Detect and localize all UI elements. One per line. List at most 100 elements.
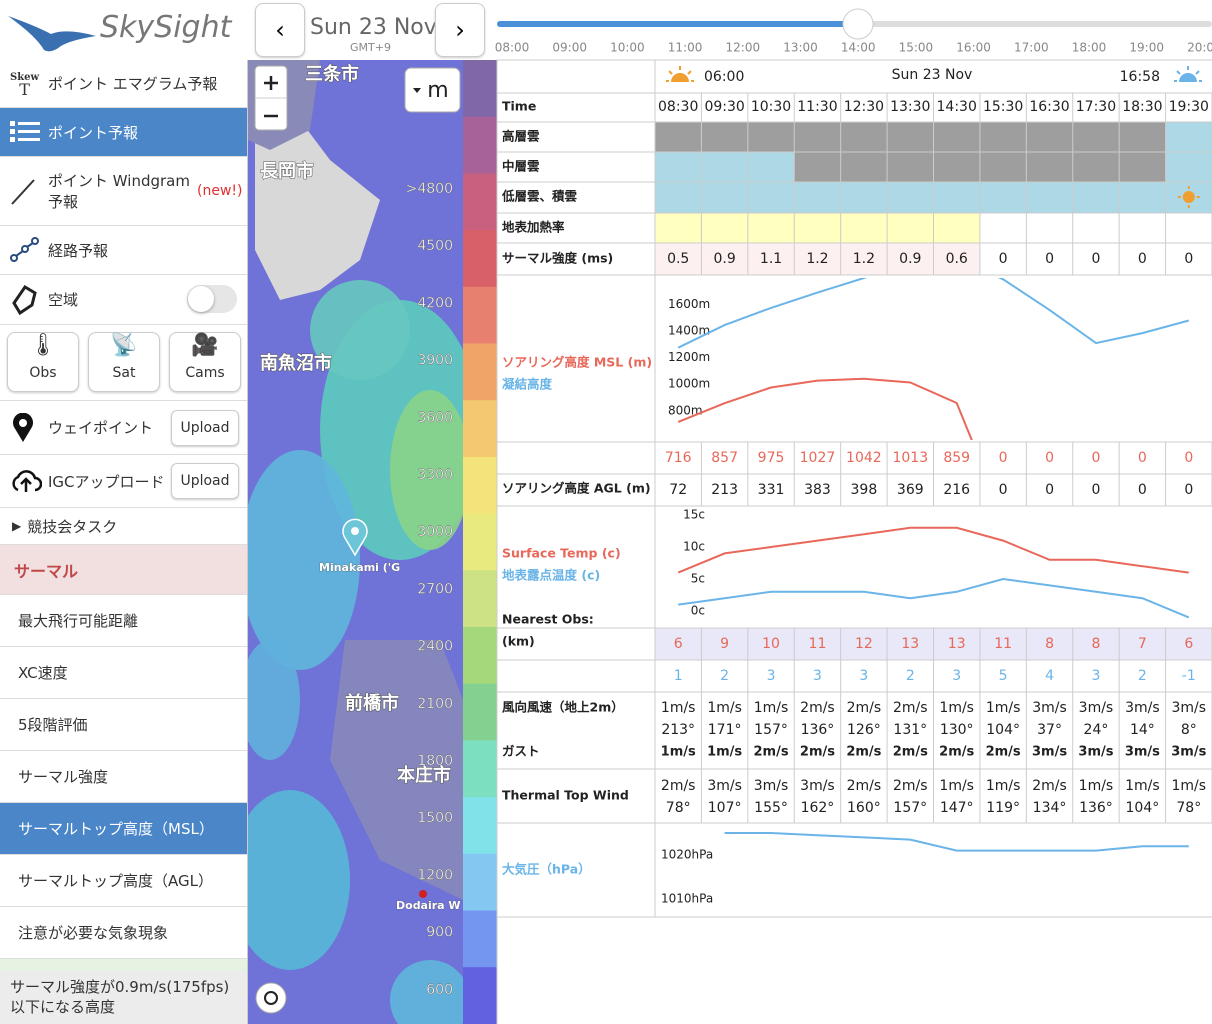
cell-high-cloud	[747, 122, 795, 152]
timeline-knob[interactable]	[842, 8, 874, 40]
cell-low-cloud	[840, 182, 888, 213]
cell-high-cloud	[1119, 122, 1166, 152]
series-line	[677, 526, 1189, 574]
agl-cell: 398	[851, 482, 878, 498]
layer-item[interactable]: XC速度	[0, 647, 247, 699]
wind-speed: 3m/s	[1079, 700, 1114, 716]
unit-button[interactable]	[404, 67, 461, 113]
next-day[interactable]: ›	[435, 3, 485, 57]
zoom-in[interactable]	[264, 76, 278, 90]
wind-speed: 2m/s	[847, 700, 882, 716]
wind-dir: 171°	[708, 722, 742, 738]
menu-item[interactable]: ポイント Windgram 予報 (new!)	[0, 157, 247, 226]
sun-icon	[1179, 73, 1197, 82]
upload-button[interactable]: Upload	[171, 463, 239, 499]
menu-item[interactable]: ポイント予報	[0, 108, 247, 157]
cell-low-cloud	[747, 182, 795, 213]
dew-cell: 3	[813, 668, 822, 684]
menu-item[interactable]: 経路予報	[0, 226, 247, 275]
ttw-dir: 107°	[708, 800, 742, 816]
sun-icon	[1182, 191, 1195, 203]
msl-cell: 0	[1184, 450, 1193, 466]
cell-high-cloud	[655, 122, 702, 152]
color-band	[463, 627, 497, 685]
color-band	[463, 116, 497, 175]
cell-heating	[655, 213, 702, 243]
terrain-snow	[255, 120, 380, 300]
date-nav: ‹ Sun 23 Nov GMT+9 ›	[255, 3, 487, 57]
cell-mid-cloud	[794, 152, 841, 182]
layer-item[interactable]: 最大飛行可能距離	[0, 595, 247, 647]
cell-obs	[933, 628, 980, 660]
cell-thermal	[933, 243, 980, 275]
row-label: ガスト	[502, 744, 540, 759]
gust: 1m/s	[661, 745, 696, 760]
toggle[interactable]	[187, 285, 237, 313]
place-label: 前橋市	[345, 692, 399, 714]
prev-day[interactable]: ‹	[255, 3, 305, 57]
terrain-area	[248, 640, 300, 760]
cell-heating	[933, 213, 980, 243]
wind-dir: 213°	[661, 722, 695, 738]
timeline-fill	[497, 21, 858, 27]
dew-cell: 3	[767, 668, 776, 684]
layer-item[interactable]: 5段階評価	[0, 699, 247, 751]
layer-item[interactable]: サーマル強度	[0, 751, 247, 803]
dew-cell: -1	[1182, 668, 1196, 684]
logo[interactable]: SkySight	[0, 0, 248, 60]
list-icon	[10, 121, 40, 142]
layer-item[interactable]: サーマルトップ高度（MSL）	[0, 803, 247, 855]
cell-heating	[701, 213, 748, 243]
time-cell: 08:30	[658, 99, 698, 115]
place-label: 南魚沼市	[260, 352, 332, 374]
timeline-label: 10:00	[610, 41, 645, 55]
locate-button[interactable]	[255, 982, 287, 1014]
msl-cell: 716	[665, 450, 692, 466]
timeline-label: 09:00	[552, 41, 587, 55]
layer-item[interactable]: サーマルトップ高度（AGL）	[0, 855, 247, 907]
cell-mid-cloud	[933, 152, 980, 182]
agl-cell: 331	[758, 482, 785, 498]
header-date: Sun 23 Nov	[892, 67, 973, 83]
gust: 3m/s	[1171, 745, 1206, 760]
y-tick-label: 15c	[683, 508, 705, 522]
cell-mid-cloud	[655, 152, 702, 182]
menu-label: IGCアップロード	[48, 472, 165, 491]
logo-text: SkySight	[100, 10, 232, 45]
thermal-cell: 0.5	[667, 251, 689, 267]
ttw-dir: 147°	[940, 800, 974, 816]
cell-low-cloud	[933, 182, 980, 213]
time-cell: 15:30	[983, 99, 1023, 115]
icon-text: T	[19, 79, 30, 99]
task-toggle[interactable]: ▶ 競技会タスク	[0, 508, 247, 545]
sat-button[interactable]: 📡 Sat	[88, 332, 160, 392]
time-cell: 13:30	[890, 99, 930, 115]
obs-button[interactable]: 🌡 Obs	[7, 332, 79, 392]
cams-button[interactable]: 🎥 Cams	[169, 332, 241, 392]
wind-speed: 2m/s	[800, 700, 835, 716]
temp-cell: 10	[762, 636, 780, 652]
wind-dir: 14°	[1130, 722, 1155, 738]
menu-item[interactable]: Skew T ポイント エマグラム予報	[0, 60, 247, 108]
layer-item[interactable]: 注意が必要な気象現象	[0, 907, 247, 959]
cell-obs	[794, 628, 841, 660]
cell-heating	[1026, 213, 1073, 243]
temp-cell: 8	[1045, 636, 1054, 652]
layer-label: 最大飛行可能距離	[18, 612, 139, 630]
thermal-cell: 0	[1138, 251, 1147, 267]
cell-obs	[701, 628, 748, 660]
upload-button[interactable]: Upload	[171, 410, 239, 446]
cell-high-cloud	[887, 122, 934, 152]
dew-cell: 3	[1091, 668, 1100, 684]
place-label: 本庄市	[397, 764, 451, 786]
color-band	[463, 400, 497, 458]
place-label: 長岡市	[260, 160, 314, 182]
series-line	[724, 832, 1189, 852]
menu-item: IGCアップロード Upload	[0, 455, 247, 508]
menu-label: ポイント Windgram 予報	[48, 172, 190, 211]
timeline-label: 15:00	[899, 41, 934, 55]
scale-label: 3000	[417, 524, 453, 540]
ttw-dir: 78°	[666, 800, 691, 816]
color-band	[463, 343, 497, 402]
